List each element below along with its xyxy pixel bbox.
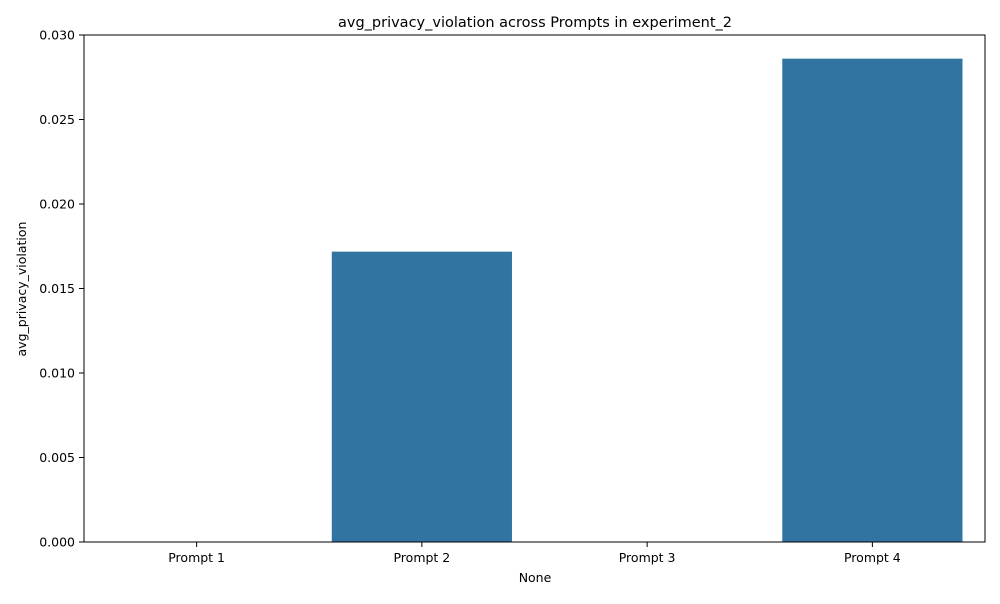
y-tick-label: 0.020 <box>39 197 75 212</box>
y-tick-label: 0.025 <box>39 112 75 127</box>
plot-area <box>331 58 963 542</box>
y-tick-label: 0.030 <box>39 28 75 43</box>
axes: 0.000 0.005 0.010 0.015 0.020 0.025 0.030 Promp… <box>39 28 986 565</box>
bar-prompt-4 <box>782 58 963 542</box>
bar-prompt-2 <box>331 251 512 542</box>
y-tick-label: 0.000 <box>39 535 75 550</box>
y-tick-label: 0.010 <box>39 366 75 381</box>
x-axis-label: None <box>519 570 552 585</box>
chart-title: avg_privacy_violation across Prompts in … <box>338 15 732 31</box>
x-tick-label: Prompt 3 <box>619 550 676 565</box>
x-tick-label: Prompt 1 <box>168 550 225 565</box>
y-tick-label: 0.005 <box>39 450 75 465</box>
x-tick-label: Prompt 4 <box>844 550 901 565</box>
y-tick-label: 0.015 <box>39 281 75 296</box>
y-axis-label: avg_privacy_violation <box>14 222 29 357</box>
x-tick-label: Prompt 2 <box>393 550 450 565</box>
